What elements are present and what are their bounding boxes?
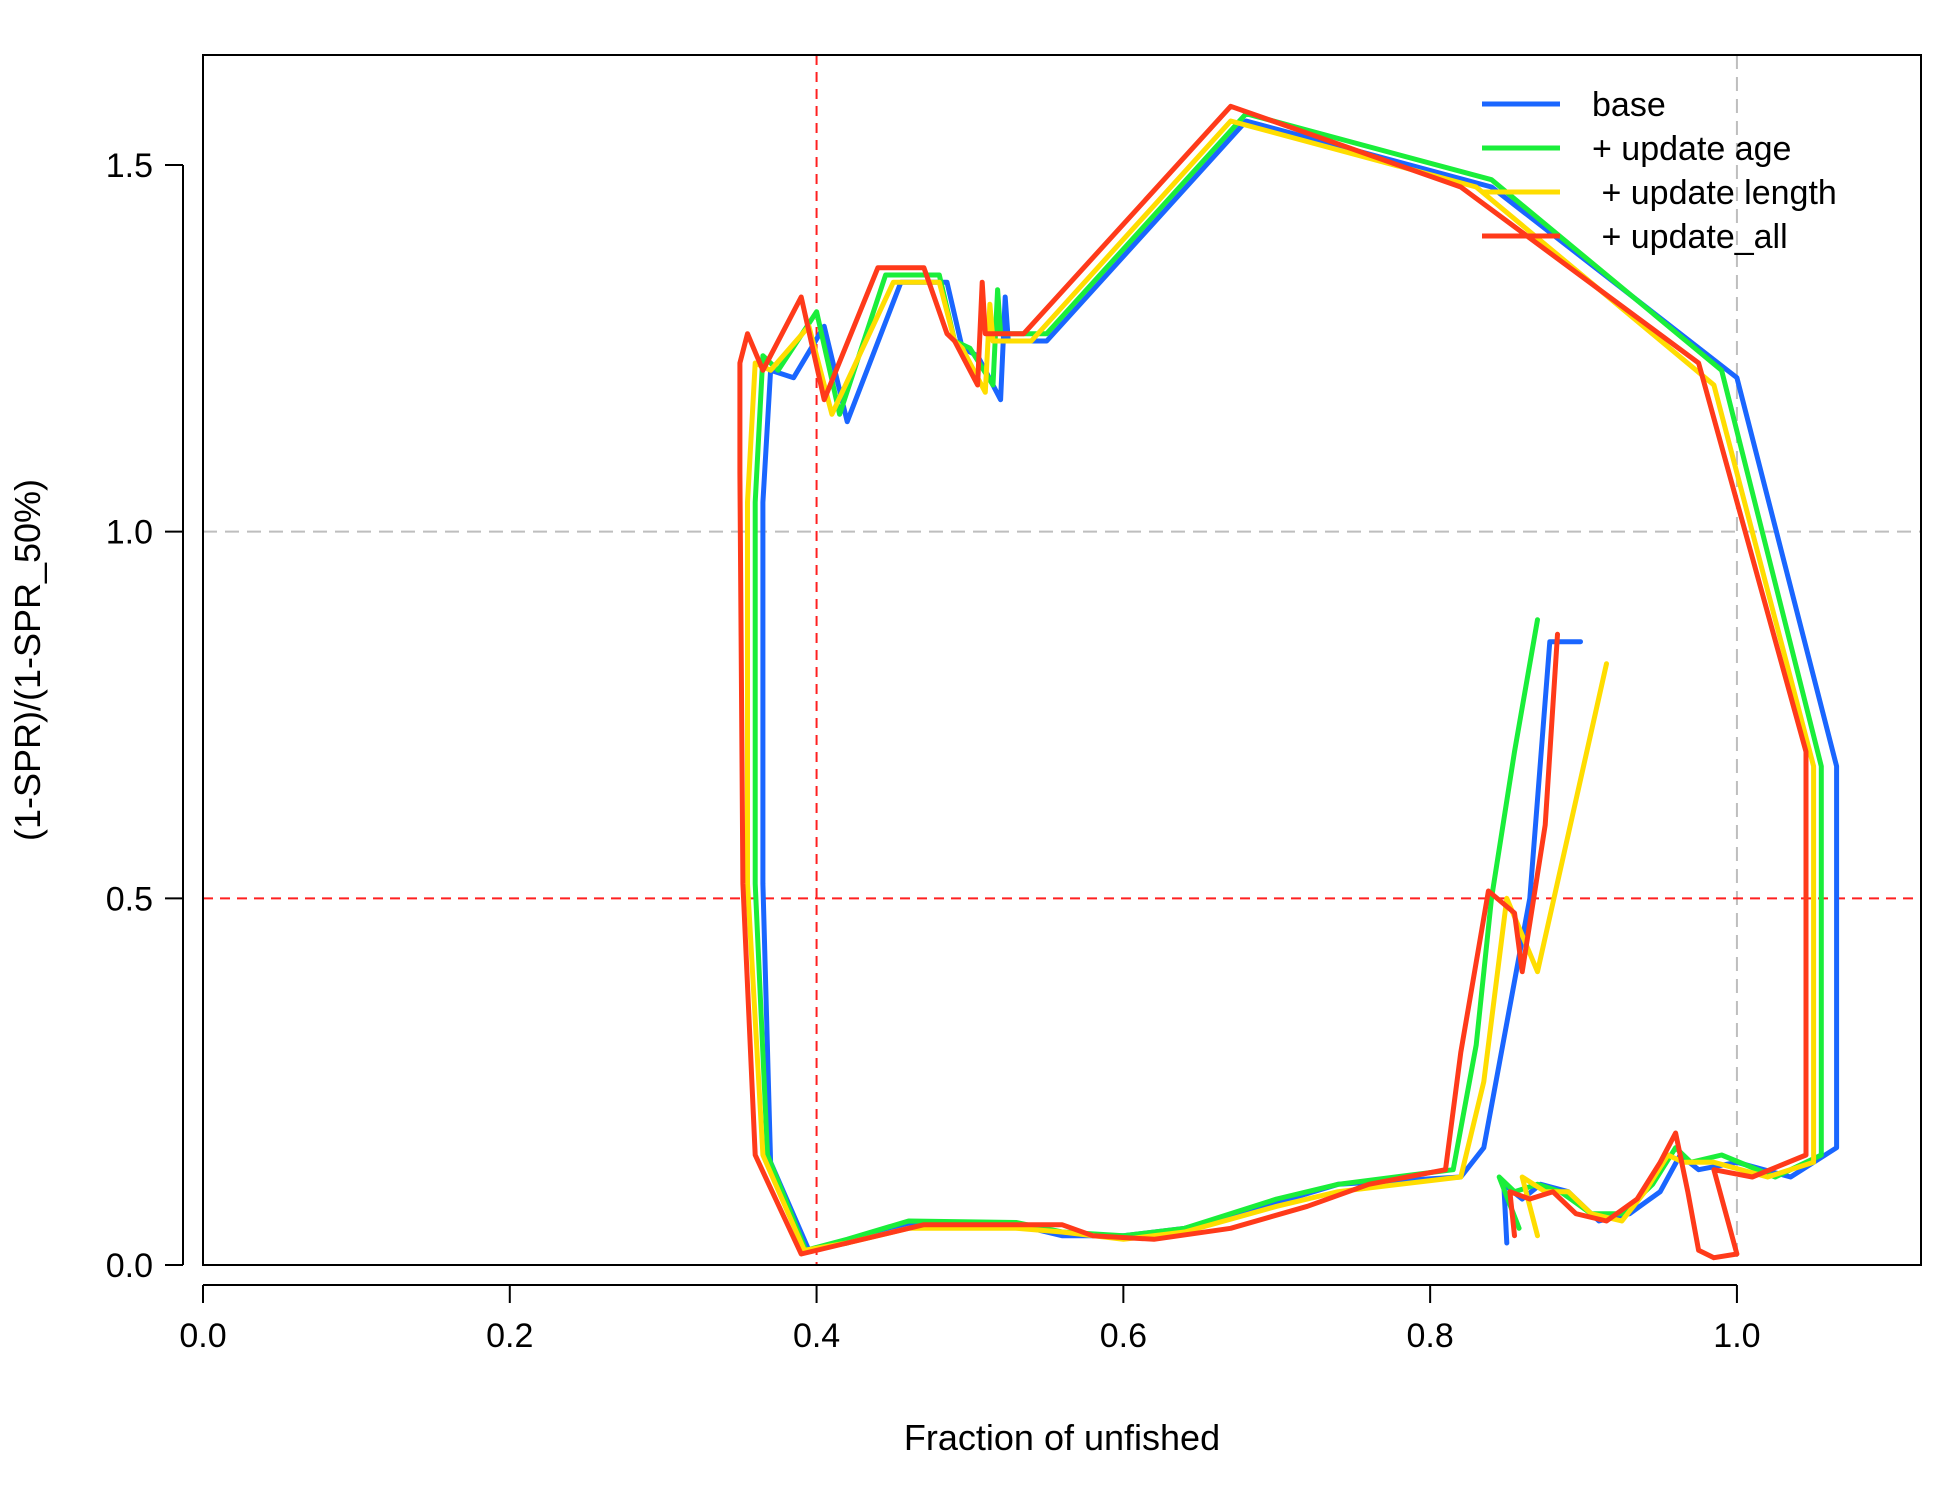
x-tick-label-2: 0.4 [793, 1317, 840, 1355]
y-tick-label-1: 0.5 [106, 880, 153, 918]
legend-label-0: base [1592, 86, 1666, 124]
legend-label-2: + update length [1592, 174, 1837, 212]
y-tick-label-0: 0.0 [106, 1247, 153, 1285]
legend-label-1: + update age [1592, 130, 1791, 168]
plot-frame [202, 54, 1922, 1266]
x-tick-label-5: 1.0 [1713, 1317, 1760, 1355]
y-axis-title: (1-SPR)/(1-SPR_50%) [7, 479, 48, 841]
x-tick-label-0: 0.0 [179, 1317, 226, 1355]
axes: 0.0 0.2 0.4 0.6 0.8 1.0 0.0 0.5 1.0 1.5 [106, 147, 1761, 1355]
series-line-2 [745, 118, 1817, 1253]
y-tick-label-2: 1.0 [106, 514, 153, 552]
series-lines [737, 103, 1840, 1261]
legend-label-3: + update_all [1592, 218, 1788, 256]
reference-lines [203, 55, 1921, 1265]
x-tick-label-3: 0.6 [1100, 1317, 1147, 1355]
series-line-3 [737, 103, 1809, 1261]
legend: base + update age + update length + updat… [1482, 86, 1837, 256]
y-tick-label-3: 1.5 [106, 147, 153, 185]
x-axis-title: Fraction of unfished [904, 1417, 1220, 1458]
x-tick-label-4: 0.8 [1407, 1317, 1454, 1355]
series-line-0 [760, 118, 1840, 1253]
x-tick-label-1: 0.2 [486, 1317, 533, 1355]
